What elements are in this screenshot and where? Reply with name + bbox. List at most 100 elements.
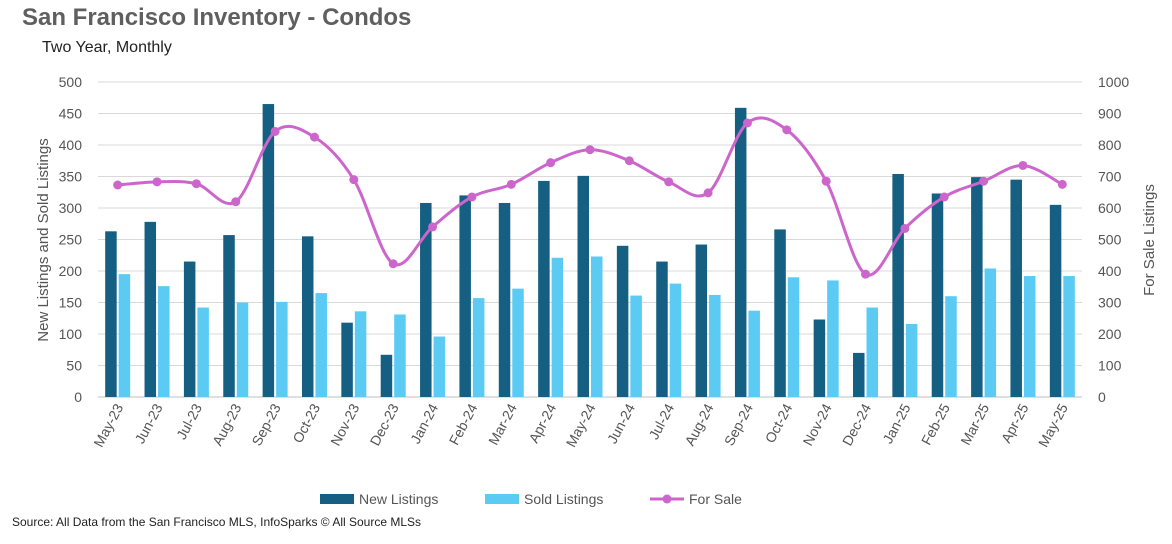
new-listings-bar	[105, 231, 117, 397]
x-tick-label: Feb-25	[918, 401, 953, 448]
x-tick-label: Aug-24	[681, 401, 716, 449]
sold-listings-bar	[630, 295, 642, 397]
legend-marker	[662, 494, 672, 504]
sold-listings-bar	[591, 256, 603, 397]
left-tick-label: 350	[59, 169, 83, 185]
x-tick-label: Dec-23	[367, 401, 402, 449]
legend-swatch	[485, 494, 519, 504]
for-sale-point	[231, 197, 241, 207]
left-axis-title: New Listings and Sold Listings	[35, 138, 52, 341]
for-sale-point	[113, 180, 123, 190]
gridlines	[98, 81, 1082, 398]
sold-listings-bar	[787, 277, 800, 397]
x-tick-label: Oct-23	[289, 401, 323, 446]
new-listings-bar	[774, 229, 786, 397]
x-tick-label: Nov-24	[799, 401, 834, 449]
x-tick-label: Jan-24	[407, 401, 441, 446]
x-tick-label: Feb-24	[446, 401, 481, 448]
new-listings-bar	[262, 104, 275, 398]
sold-listings-bar	[551, 257, 564, 397]
for-sale-point	[782, 125, 792, 135]
new-listings-bar	[144, 221, 157, 397]
right-tick-label: 700	[1098, 169, 1122, 185]
left-tick-label: 450	[59, 106, 83, 122]
for-sale-point	[900, 223, 910, 233]
left-tick-label: 200	[59, 263, 83, 279]
new-listings-bar	[380, 354, 393, 397]
right-tick-label: 100	[1098, 358, 1122, 374]
new-listings-bar	[616, 245, 629, 397]
for-sale-point	[939, 192, 949, 202]
x-tick-label: Jan-25	[879, 401, 913, 446]
sold-listings-bar	[905, 323, 918, 397]
right-tick-label: 300	[1098, 295, 1122, 311]
right-axis-ticks: 0 100 200 300 400 500 600 700 800 900 1000	[1098, 74, 1129, 405]
sold-listings-bar	[433, 336, 446, 397]
for-sale-point	[270, 126, 280, 136]
new-listings-bar	[931, 193, 944, 397]
sold-listings-bar	[118, 274, 131, 397]
new-listings-bar	[183, 261, 196, 397]
right-tick-label: 200	[1098, 326, 1122, 342]
right-tick-label: 0	[1098, 389, 1106, 405]
bars	[105, 104, 1075, 398]
new-listings-bar	[971, 177, 983, 397]
left-tick-label: 400	[59, 137, 83, 153]
sold-listings-bar	[276, 301, 288, 397]
x-tick-label: Dec-24	[839, 401, 874, 449]
sold-listings-bar	[827, 280, 839, 397]
x-tick-label: Sep-23	[248, 401, 283, 449]
sold-listings-bar	[394, 314, 406, 397]
new-listings-bar	[420, 202, 432, 397]
for-sale-point	[742, 118, 752, 128]
for-sale-line-path	[117, 116, 1064, 277]
for-sale-point	[349, 175, 359, 185]
x-tick-label: Oct-24	[762, 401, 796, 446]
right-tick-label: 800	[1098, 137, 1122, 153]
for-sale-line	[113, 116, 1067, 279]
for-sale-point	[152, 177, 162, 187]
sold-listings-bar	[197, 307, 209, 397]
for-sale-point	[388, 259, 398, 269]
x-tick-label: Mar-25	[957, 401, 992, 448]
sold-listings-bar	[315, 293, 327, 397]
new-listings-bar	[577, 175, 589, 397]
x-tick-label: May-24	[563, 401, 599, 450]
for-sale-point	[309, 132, 319, 142]
sold-listings-bar	[748, 310, 760, 397]
sold-listings-bar	[709, 294, 721, 397]
right-tick-label: 1000	[1098, 74, 1129, 90]
right-tick-label: 400	[1098, 263, 1122, 279]
x-tick-label: Nov-23	[327, 401, 362, 449]
legend-swatch	[320, 494, 354, 504]
new-listings-bar	[498, 202, 511, 397]
x-tick-label: Apr-24	[525, 401, 559, 446]
new-listings-bar	[695, 244, 708, 397]
for-sale-point	[624, 156, 634, 166]
x-tick-label: Sep-24	[721, 401, 756, 449]
new-listings-bar	[1010, 179, 1022, 397]
left-tick-label: 500	[59, 74, 83, 90]
for-sale-point	[467, 192, 477, 202]
for-sale-point	[546, 158, 556, 168]
x-tick-label: Jul-24	[645, 401, 677, 442]
for-sale-point	[585, 145, 595, 155]
x-tick-label: May-25	[1035, 401, 1071, 450]
new-listings-bar	[656, 261, 668, 397]
left-tick-label: 50	[66, 358, 82, 374]
for-sale-point	[506, 179, 516, 189]
chart-subtitle: Two Year, Monthly	[42, 39, 172, 56]
sold-listings-bar	[984, 268, 997, 397]
sold-listings-bar	[1063, 276, 1075, 397]
for-sale-point	[979, 176, 989, 186]
chart-title: San Francisco Inventory - Condos	[22, 4, 412, 31]
new-listings-bar	[892, 173, 904, 397]
x-tick-label: Jun-23	[131, 401, 165, 446]
right-tick-label: 900	[1098, 106, 1122, 122]
x-tick-label: Jul-23	[173, 401, 205, 442]
left-tick-label: 300	[59, 200, 83, 216]
x-tick-label: Apr-25	[998, 401, 1032, 446]
for-sale-point	[1057, 179, 1067, 189]
source-note: Source: All Data from the San Francisco …	[12, 515, 422, 529]
